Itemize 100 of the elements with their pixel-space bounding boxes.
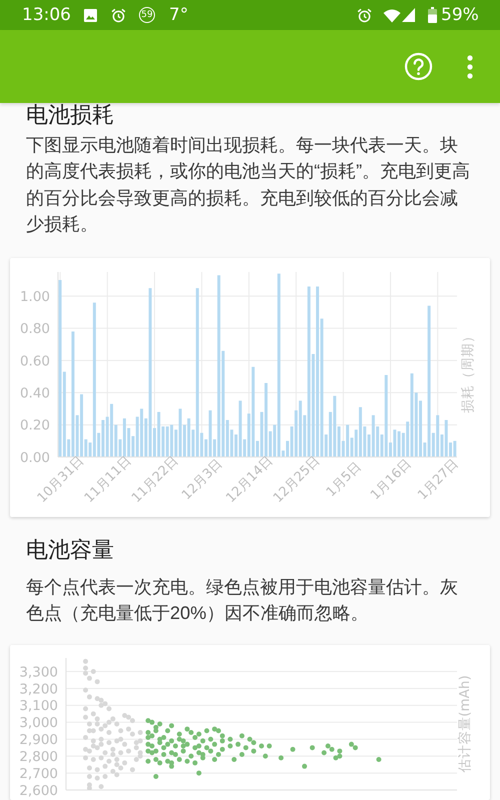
bar [166,426,169,457]
point [146,730,151,735]
point [94,776,100,781]
point [86,766,92,770]
point [247,736,252,742]
point [251,740,256,746]
point [169,723,174,728]
point [157,722,162,726]
point [150,720,155,725]
point [110,752,116,757]
point [239,752,244,757]
point [130,718,135,724]
point [236,742,241,747]
text: 59 [139,7,155,23]
x-tick-label: 1月5日 [324,459,364,500]
point [161,752,166,757]
x-tick-label: 1月16日 [368,456,415,504]
point [153,757,158,762]
chart-subtitle: 下图显示电池随着时间出现损耗。每一块代表一天。块的高度代表损耗，或你的电池当天的“损耗”。充电到更高的百分比会导致更高的损耗。充电到较低的百分比会减少损耗。 [26,134,472,236]
point [138,730,143,735]
point [118,736,124,742]
bar [277,274,280,457]
point [180,738,186,744]
point [150,744,155,748]
bar [444,420,448,457]
bar [178,408,182,457]
point [94,745,100,750]
bar [140,408,144,457]
bar [298,400,302,457]
point [348,742,354,747]
point [134,757,139,762]
point [196,732,202,737]
point [322,750,327,756]
point [266,744,272,748]
point [83,714,88,720]
point [329,746,334,752]
point [134,740,139,746]
bar [410,373,414,457]
point [102,750,108,756]
point [86,676,92,681]
point [86,748,92,754]
point [251,748,256,754]
point [90,669,96,674]
point [94,722,100,726]
x-tick-label: 12月3日 [179,456,226,504]
point [216,752,221,757]
point [83,658,88,664]
chart-title: 电池损耗 [26,103,114,129]
point [146,742,151,747]
point [118,750,124,756]
point [352,745,358,750]
point [165,742,170,747]
point [146,748,151,754]
point [290,746,296,752]
point [153,748,158,754]
point [196,744,202,748]
point [130,767,135,772]
point [157,740,162,746]
point [161,735,166,740]
x-tick-label: 11月22日 [129,454,182,506]
y-axis-title: 估计容量(mAh) [456,675,474,773]
point [200,738,206,744]
point [192,745,198,750]
point [126,726,132,732]
point [114,772,120,778]
bar [252,366,255,457]
point [90,711,96,716]
bar [148,288,152,457]
point [243,745,248,750]
point [122,742,128,747]
point [98,698,104,703]
text: 13:06 [22,5,71,25]
point [212,757,218,762]
point [232,757,237,762]
point [83,666,88,671]
y-tick-label: 3,000 [19,715,58,732]
point [90,738,96,744]
point [106,758,112,764]
point [102,701,108,706]
point [83,688,88,693]
y-tick-label: 3,100 [19,698,58,714]
point [278,755,284,760]
bar [208,410,212,457]
point [146,758,151,764]
point [110,746,116,752]
y-tick-label: 3,200 [19,681,58,698]
point [192,735,198,740]
point [83,670,88,676]
y-tick-label: 2,800 [19,748,58,765]
point [86,722,92,726]
bar [187,418,190,457]
point [150,750,155,756]
point [94,679,100,684]
bar [333,396,336,457]
point [86,728,92,734]
point [208,736,214,742]
point [325,744,330,748]
y-tick-label: 3,300 [19,664,58,680]
bar [170,424,174,457]
point [134,745,139,750]
